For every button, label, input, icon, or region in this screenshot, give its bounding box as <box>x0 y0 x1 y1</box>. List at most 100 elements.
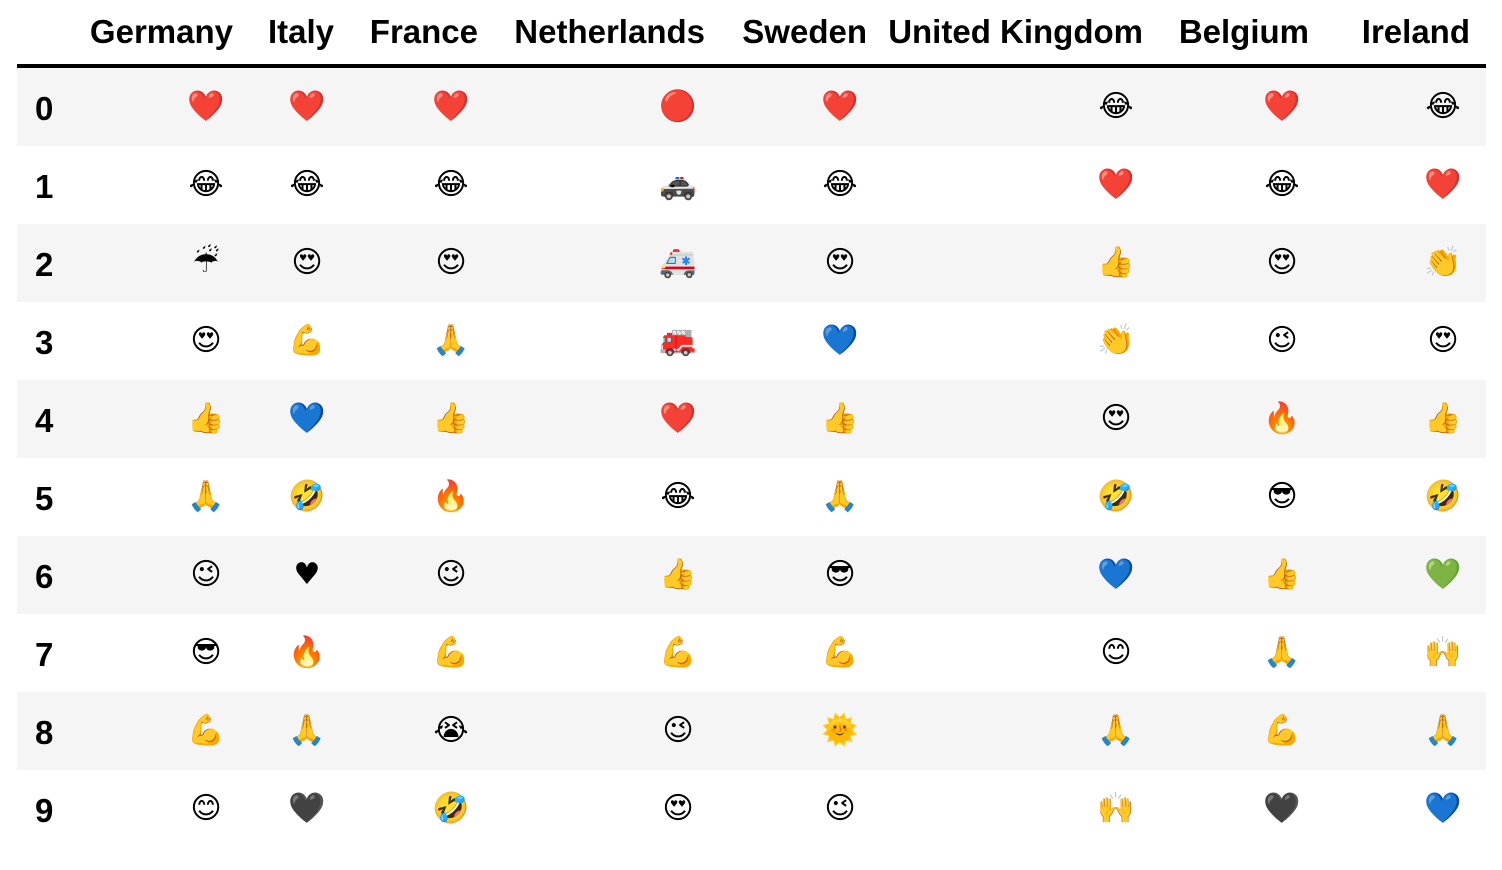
table-row: 7 😎 🔥 💪 💪 💪 😊 🙏 🙌 <box>17 614 1486 692</box>
table-cell: 🚒 <box>494 302 721 380</box>
table-cell: 🌞 <box>721 692 883 770</box>
table-cell: 🔴 <box>494 66 721 146</box>
emoji-icon: 👍 <box>432 401 470 436</box>
emoji-icon: 😂 <box>660 479 696 514</box>
emoji-icon: ♥ <box>293 557 321 592</box>
table-row: 6 😉 ♥ 😉 👍 😎 💙 👍 💚 <box>17 536 1486 614</box>
table-cell: ❤️ <box>350 66 494 146</box>
emoji-icon: 😉 <box>662 713 694 748</box>
table-cell: 💙 <box>721 302 883 380</box>
table-cell: 😍 <box>249 224 350 302</box>
index-header <box>17 0 73 68</box>
table-cell: 😍 <box>883 380 1159 458</box>
table-cell: 😉 <box>721 770 883 848</box>
table-cell: 😭 <box>350 692 494 770</box>
emoji-icon: ❤️ <box>1424 167 1462 202</box>
emoji-icon: 😍 <box>291 245 323 280</box>
table-cell: 🙏 <box>1159 614 1325 692</box>
emoji-icon: 🙏 <box>821 479 859 514</box>
table-cell: 😍 <box>494 770 721 848</box>
emoji-icon: 😂 <box>188 167 224 202</box>
emoji-icon: 🙏 <box>1097 713 1135 748</box>
table-cell: ❤️ <box>721 66 883 146</box>
table-cell: 👏 <box>883 302 1159 380</box>
emoji-icon: 🙏 <box>1424 713 1462 748</box>
emoji-icon: 🔥 <box>432 479 470 514</box>
row-index-label: 9 <box>17 770 73 848</box>
column-header: Italy <box>249 0 350 68</box>
emoji-icon: 😍 <box>662 791 694 826</box>
table-cell: 💪 <box>350 614 494 692</box>
table-cell: 👍 <box>494 536 721 614</box>
emoji-icon: 🤣 <box>1424 479 1462 514</box>
column-header: Germany <box>73 0 249 68</box>
emoji-icon: 💙 <box>821 323 859 358</box>
emoji-icon: ❤️ <box>288 89 326 124</box>
table-cell: 🙏 <box>73 458 249 536</box>
table-cell: 😉 <box>350 536 494 614</box>
emoji-icon: 👍 <box>187 401 225 436</box>
table-cell: ❤️ <box>73 66 249 146</box>
emoji-icon: 🤣 <box>432 791 470 826</box>
table-cell: 😎 <box>73 614 249 692</box>
emoji-icon: 😉 <box>824 791 856 826</box>
table-cell: 💚 <box>1325 536 1486 614</box>
emoji-icon: 😎 <box>1266 479 1298 514</box>
emoji-icon: 😍 <box>1427 323 1459 358</box>
table-cell: 💙 <box>883 536 1159 614</box>
table-cell: 🔥 <box>1159 380 1325 458</box>
emoji-icon: 💙 <box>288 401 326 436</box>
table-cell: 😂 <box>883 66 1159 146</box>
emoji-icon: 😍 <box>1100 401 1132 436</box>
emoji-icon: 🙏 <box>1263 635 1301 670</box>
emoji-icon: 🖤 <box>288 791 326 826</box>
table-row: 9 😊 🖤 🤣 😍 😉 🙌 🖤 💙 <box>17 770 1486 848</box>
table-cell: 🚓 <box>494 146 721 224</box>
column-header: Sweden <box>721 0 883 68</box>
table-row: 2 ☔ 😍 😍 🚑 😍 👍 😍 👏 <box>17 224 1486 302</box>
table-row: 8 💪 🙏 😭 😉 🌞 🙏 💪 🙏 <box>17 692 1486 770</box>
table-cell: 😂 <box>1159 146 1325 224</box>
table-cell: ❤️ <box>249 66 350 146</box>
table-cell: ❤️ <box>1325 146 1486 224</box>
emoji-icon: 🚒 <box>659 323 697 358</box>
emoji-icon: ☔ <box>192 245 220 280</box>
table-cell: 👍 <box>883 224 1159 302</box>
column-header: Belgium <box>1159 0 1325 68</box>
emoji-icon: ❤️ <box>659 401 697 436</box>
table-body: 0 ❤️ ❤️ ❤️ 🔴 ❤️ 😂 ❤️ 😂 1 😂 😂 😂 🚓 😂 ❤️ 😂 ❤️ 2 ☔ 😍 😍 🚑 😍 👍 😍 👏 3 😍 💪 🙏 🚒 💙… <box>17 66 1486 848</box>
emoji-icon: 😍 <box>190 323 222 358</box>
row-index-label: 1 <box>17 146 73 224</box>
emoji-icon: 🚓 <box>659 167 697 202</box>
table-row: 3 😍 💪 🙏 🚒 💙 👏 😉 😍 <box>17 302 1486 380</box>
table-cell: 🙏 <box>350 302 494 380</box>
row-index-label: 6 <box>17 536 73 614</box>
table-cell: 🔥 <box>249 614 350 692</box>
table-cell: 😂 <box>494 458 721 536</box>
table-cell: 😎 <box>721 536 883 614</box>
row-index-label: 4 <box>17 380 73 458</box>
emoji-icon: 😎 <box>190 635 222 670</box>
table-cell: 👍 <box>721 380 883 458</box>
table-cell: 👍 <box>73 380 249 458</box>
table-cell: ❤️ <box>1159 66 1325 146</box>
table-cell: 🤣 <box>350 770 494 848</box>
emoji-icon: 😂 <box>1098 89 1134 124</box>
table-cell: 💙 <box>1325 770 1486 848</box>
table-cell: 👏 <box>1325 224 1486 302</box>
emoji-icon: 😍 <box>824 245 856 280</box>
emoji-icon: 😎 <box>824 557 856 592</box>
emoji-icon: 🔥 <box>1263 401 1301 436</box>
table-cell: 😍 <box>1159 224 1325 302</box>
emoji-icon: 😂 <box>1425 89 1461 124</box>
column-header: United Kingdom <box>883 0 1159 68</box>
table-cell: 😍 <box>73 302 249 380</box>
row-index-label: 8 <box>17 692 73 770</box>
table-row: 4 👍 💙 👍 ❤️ 👍 😍 🔥 👍 <box>17 380 1486 458</box>
emoji-icon: 🔴 <box>659 89 697 124</box>
emoji-icon: 🤣 <box>288 479 326 514</box>
table-cell: 💪 <box>1159 692 1325 770</box>
table-cell: 🙏 <box>721 458 883 536</box>
emoji-icon: 💪 <box>1263 713 1301 748</box>
row-index-label: 7 <box>17 614 73 692</box>
